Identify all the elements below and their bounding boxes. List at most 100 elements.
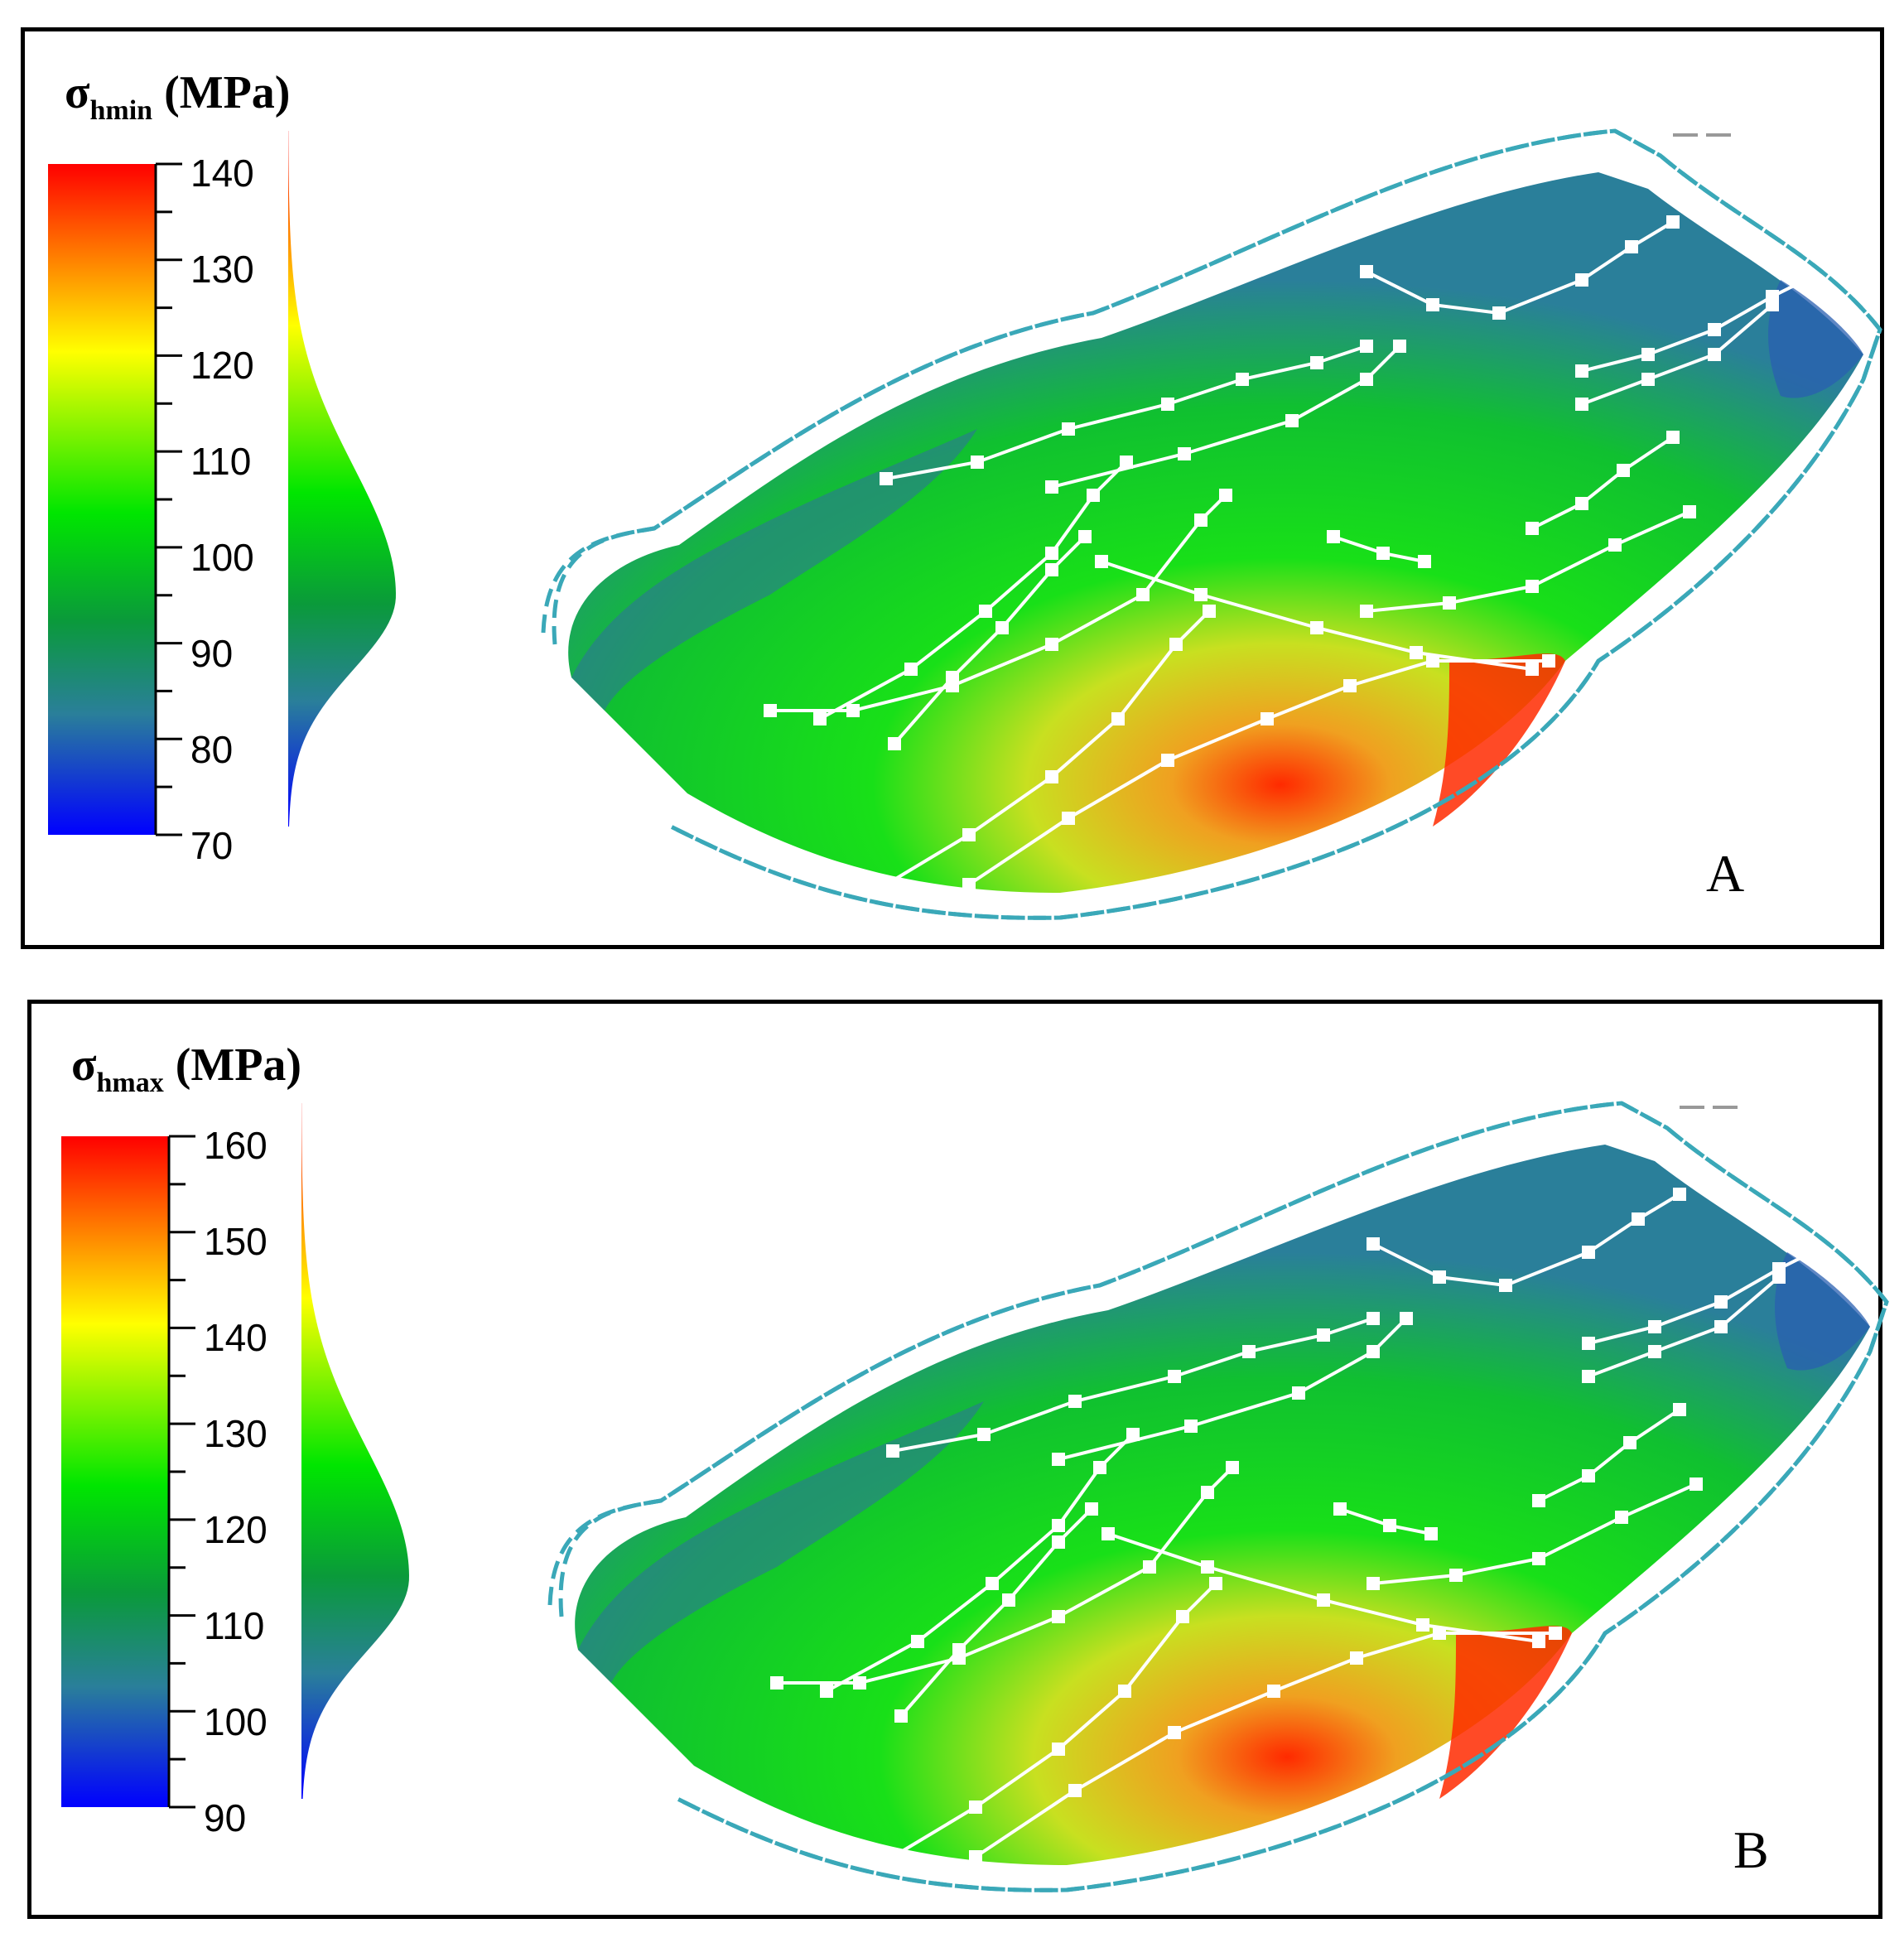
well-marker (1582, 1370, 1595, 1383)
colorbar-gradient (48, 164, 156, 835)
well-marker (1689, 1477, 1703, 1491)
stress-map-panel-b: σhmax (MPa) 160 150 140 130 120 110 100 … (27, 1000, 1889, 1919)
fault-boundary (541, 128, 1882, 920)
well-marker (1532, 1635, 1545, 1648)
colorbar-tick-label: 130 (190, 248, 254, 291)
well-marker (1052, 1453, 1065, 1466)
well-marker (1120, 456, 1133, 469)
well-marker (1575, 398, 1588, 411)
well-marker (1418, 555, 1431, 568)
well-marker (1582, 1337, 1595, 1350)
well-marker (1648, 1320, 1661, 1333)
well-marker (1068, 1395, 1082, 1408)
well-marker (764, 704, 777, 717)
well-marker (1350, 1651, 1363, 1665)
well-marker (1666, 431, 1680, 444)
well-marker (1526, 580, 1539, 593)
well-marker (1367, 1577, 1380, 1590)
well-marker (1549, 1627, 1562, 1640)
well-marker (1532, 1552, 1545, 1565)
well-marker (1292, 1386, 1305, 1400)
well-marker (1194, 513, 1207, 527)
well-marker (1310, 621, 1323, 634)
panel-label: B (1733, 1820, 1769, 1879)
well-marker (1087, 489, 1100, 502)
well-marker (1194, 588, 1207, 601)
well-marker (1078, 530, 1092, 543)
well-marker (1433, 1627, 1446, 1640)
well-marker (1184, 1420, 1198, 1433)
well-marker (1673, 1403, 1686, 1416)
well-marker (1400, 1312, 1413, 1325)
well-marker (1410, 646, 1423, 659)
well-marker (1209, 1577, 1222, 1590)
well-marker (1376, 547, 1390, 560)
well-marker (1285, 414, 1299, 427)
well-marker (1203, 605, 1216, 618)
well-marker (1449, 1569, 1463, 1582)
well-marker (911, 1635, 924, 1648)
well-marker (1641, 348, 1655, 361)
well-marker (1317, 1593, 1330, 1607)
well-marker (1799, 273, 1812, 287)
low-stress-zone (1768, 280, 1863, 398)
colorbar-tick-label: 160 (204, 1124, 268, 1167)
well-marker (1683, 505, 1696, 518)
well-marker (1126, 1428, 1140, 1441)
value-histogram (301, 1103, 409, 1799)
well-marker (962, 828, 976, 841)
well-marker (1178, 447, 1191, 460)
well-marker (1532, 1494, 1545, 1507)
well-marker (1161, 398, 1174, 411)
well-marker (1673, 1188, 1686, 1201)
well-marker (952, 1643, 966, 1656)
well-marker (886, 1444, 899, 1458)
well-marker (1367, 1312, 1380, 1325)
well-marker (979, 605, 992, 618)
high-stress-zone (1433, 653, 1565, 827)
well-marker (1426, 654, 1439, 668)
colorbar-gradient (61, 1136, 169, 1807)
well-marker (1641, 373, 1655, 386)
colorbar-tick-label: 110 (190, 440, 252, 483)
well-path (1505, 1193, 1681, 1287)
well-marker (1617, 464, 1630, 477)
low-stress-zone (578, 1401, 984, 1683)
well-marker (1805, 1246, 1819, 1259)
well-marker (1118, 1685, 1131, 1698)
well-marker (1443, 596, 1456, 610)
well-marker (1143, 1560, 1156, 1574)
well-marker (1095, 555, 1108, 568)
well-marker (853, 1676, 866, 1690)
well-marker (969, 1800, 982, 1814)
well-marker (1327, 530, 1340, 543)
colorbar-and-map (61, 1101, 1889, 1892)
well-marker (986, 1577, 999, 1590)
well-marker (1575, 273, 1588, 287)
well-marker (1317, 1328, 1330, 1342)
well-marker (1367, 1345, 1380, 1358)
legend-title: σhmin (MPa) (65, 67, 291, 126)
well-marker (1111, 712, 1125, 725)
well-marker (962, 878, 976, 891)
well-marker (1499, 1279, 1512, 1292)
well-marker (1714, 1295, 1728, 1309)
panel-label: A (1706, 844, 1745, 903)
well-marker (1433, 1270, 1446, 1284)
colorbar-tick-label: 80 (190, 728, 234, 771)
well-marker (1426, 298, 1439, 311)
colorbar-tick-label: 140 (190, 152, 254, 195)
colorbar-tick-label: 70 (190, 824, 234, 867)
well-marker (1632, 1212, 1645, 1226)
well-marker (1068, 1784, 1082, 1797)
well-marker (1766, 290, 1779, 303)
well-marker (1714, 1320, 1728, 1333)
well-marker (1416, 1618, 1429, 1632)
well-marker (1093, 1461, 1106, 1474)
well-marker (1708, 348, 1721, 361)
well-marker (880, 472, 893, 485)
well-marker (1360, 340, 1373, 353)
colorbar-and-map (48, 128, 1882, 920)
well-marker (1343, 679, 1357, 692)
stress-map-panel-a: σhmin (MPa) 140 130 120 110 100 90 80 70… (21, 27, 1884, 949)
